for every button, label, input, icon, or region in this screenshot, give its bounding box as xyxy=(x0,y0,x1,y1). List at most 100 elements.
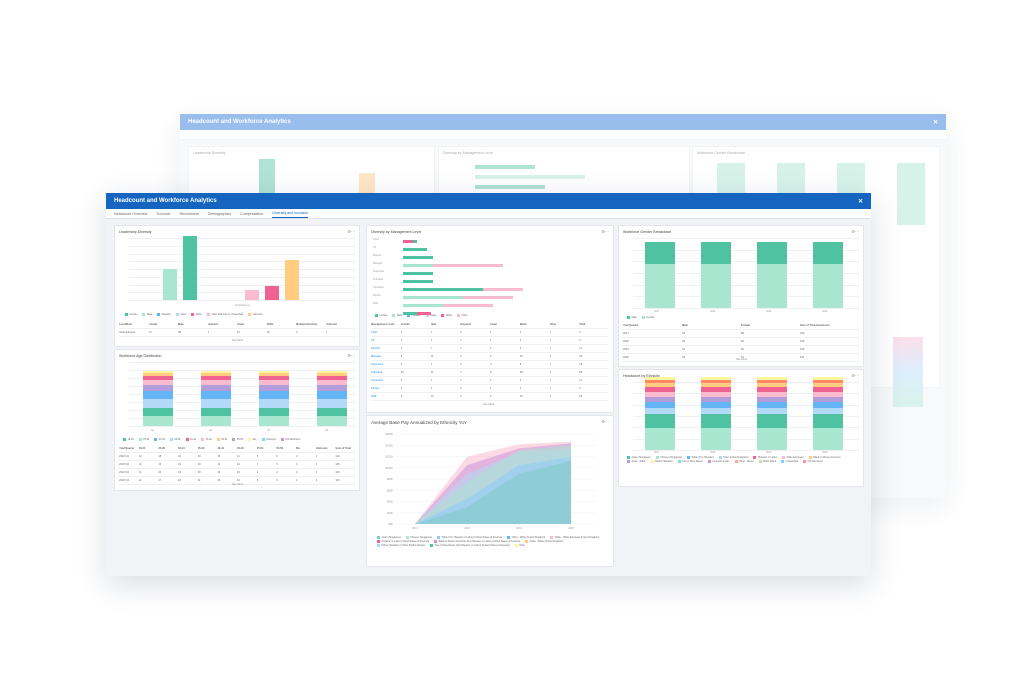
tab-3[interactable]: Demographics xyxy=(207,212,232,216)
stack-segment[interactable] xyxy=(317,376,347,380)
legend-item[interactable]: Unspecified xyxy=(781,460,798,463)
chart-bar[interactable] xyxy=(183,236,197,300)
stack-segment[interactable] xyxy=(143,416,173,426)
stack-segment[interactable] xyxy=(259,385,289,391)
legend-item[interactable]: Hispanic or Latino xyxy=(753,456,777,459)
legend-item[interactable]: Two or More Races (Not Hispanic or Latin… xyxy=(430,544,510,547)
legend-item[interactable]: Other (United Kingdom) xyxy=(718,456,748,459)
chart-bar[interactable] xyxy=(403,264,433,267)
stack-segment[interactable] xyxy=(201,416,231,426)
table-cell[interactable]: VP xyxy=(371,339,375,342)
stack-segment[interactable] xyxy=(645,387,675,392)
stack-segment[interactable] xyxy=(701,387,731,392)
tab-0[interactable]: Headcount Overview xyxy=(114,212,148,216)
legend-item[interactable]: 45-49 xyxy=(201,438,212,441)
table-cell[interactable]: Partner xyxy=(371,387,380,390)
stack-segment-female[interactable] xyxy=(813,264,843,308)
table-cell[interactable]: Director xyxy=(371,347,381,350)
stack-segment-female[interactable] xyxy=(701,264,731,308)
legend-item[interactable]: Female xyxy=(641,316,654,319)
stack-segment[interactable] xyxy=(143,385,173,391)
legend-item[interactable]: 18-24 xyxy=(123,438,134,441)
legend-item[interactable]: American Indian xyxy=(707,460,730,463)
chart-bar[interactable] xyxy=(403,288,483,291)
stack-segment[interactable] xyxy=(813,392,843,397)
stack-segment[interactable] xyxy=(317,380,347,385)
legend-item[interactable]: Native Hawaiian or Other Pacific Islande… xyxy=(377,544,425,547)
stack-segment[interactable] xyxy=(645,392,675,397)
chart-bar[interactable] xyxy=(417,312,431,315)
stack-segment[interactable] xyxy=(757,414,787,428)
legend-item[interactable]: Asian - White (United Kingdom) xyxy=(525,540,563,543)
stack-segment[interactable] xyxy=(757,380,787,383)
legend-item[interactable]: 35-39 xyxy=(169,438,181,441)
stack-segment[interactable] xyxy=(201,408,231,416)
stack-segment[interactable] xyxy=(317,385,347,391)
legend-item[interactable]: White xyxy=(441,314,452,317)
legend-item[interactable]: White (Tim Hispanic) xyxy=(687,456,714,459)
stack-segment[interactable] xyxy=(317,416,347,426)
legend-item[interactable]: Other xyxy=(514,544,525,547)
legend-item[interactable]: Hispanic xyxy=(157,313,171,316)
panel-menu-icon[interactable]: ⚙⋯ xyxy=(347,353,355,358)
legend-item[interactable]: Hispanic xyxy=(407,314,421,317)
chart-bar[interactable] xyxy=(403,296,463,299)
stack-segment[interactable] xyxy=(757,392,787,397)
stack-segment[interactable] xyxy=(143,399,173,408)
chart-bar[interactable] xyxy=(403,304,443,307)
table-cell[interactable]: Manager xyxy=(371,355,382,358)
legend-item[interactable]: Asian (Singapore) xyxy=(627,456,651,459)
chart-bar[interactable] xyxy=(433,264,503,267)
stack-segment[interactable] xyxy=(701,414,731,428)
stack-segment[interactable] xyxy=(317,391,347,399)
close-icon[interactable]: ✕ xyxy=(857,198,863,205)
stack-segment[interactable] xyxy=(317,408,347,416)
legend-item[interactable]: Asian (Singapore) xyxy=(377,536,401,539)
legend-item[interactable]: Female xyxy=(125,313,137,316)
legend-item[interactable]: 55-59 xyxy=(232,438,243,441)
area-series[interactable] xyxy=(415,461,571,524)
stack-segment[interactable] xyxy=(701,383,731,387)
stack-segment[interactable] xyxy=(259,380,289,385)
stack-segment-male[interactable] xyxy=(813,242,843,264)
stack-segment[interactable] xyxy=(757,387,787,392)
stack-segment[interactable] xyxy=(813,428,843,450)
stack-segment[interactable] xyxy=(701,402,731,408)
legend-item[interactable]: Asian - White xyxy=(627,460,646,463)
stack-segment[interactable] xyxy=(201,376,231,380)
legend-item[interactable]: Other - Mixed xyxy=(734,460,754,463)
legend-item[interactable]: Asian xyxy=(175,313,186,316)
stack-segment-female[interactable] xyxy=(757,264,787,308)
stack-segment[interactable] xyxy=(645,383,675,387)
legend-item[interactable]: Black or African American xyxy=(808,456,840,459)
see-more-link[interactable]: See More xyxy=(736,358,748,361)
stack-segment[interactable] xyxy=(201,399,231,408)
legend-item[interactable]: Other Ethnicity or Unspecified xyxy=(206,313,243,316)
chart-bar[interactable] xyxy=(403,272,433,275)
stack-segment[interactable] xyxy=(813,414,843,428)
stack-segment[interactable] xyxy=(317,373,347,376)
legend-item[interactable]: Other xyxy=(456,314,467,317)
chart-bar[interactable] xyxy=(163,269,177,300)
table-cell[interactable]: Staff xyxy=(371,395,377,398)
stack-segment[interactable] xyxy=(143,408,173,416)
tab-5[interactable]: Diversity and Inclusion xyxy=(272,211,309,218)
chart-bar[interactable] xyxy=(245,290,259,300)
legend-item[interactable]: Hispanic or Latino (United States of Ame… xyxy=(377,540,429,543)
legend-item[interactable]: Black or African American (Not Hispanic … xyxy=(434,540,520,543)
stack-segment[interactable] xyxy=(201,380,231,385)
table-cell[interactable]: Chief xyxy=(371,331,378,334)
legend-item[interactable]: Chinese (Singapore) xyxy=(405,536,432,539)
stack-segment[interactable] xyxy=(757,377,787,380)
stack-segment[interactable] xyxy=(645,380,675,383)
legend-item[interactable]: White Mixed xyxy=(758,460,776,463)
stack-segment[interactable] xyxy=(317,399,347,408)
see-more-link[interactable]: See More xyxy=(483,403,495,406)
panel-menu-icon[interactable]: ⚙⋯ xyxy=(347,229,355,234)
table-cell[interactable]: Individual xyxy=(371,371,382,374)
stack-segment[interactable] xyxy=(201,373,231,376)
stack-segment[interactable] xyxy=(813,397,843,402)
stack-segment[interactable] xyxy=(201,391,231,399)
legend-item[interactable]: Not Disclosed xyxy=(803,460,822,463)
legend-item[interactable]: 25-29 xyxy=(138,438,149,441)
